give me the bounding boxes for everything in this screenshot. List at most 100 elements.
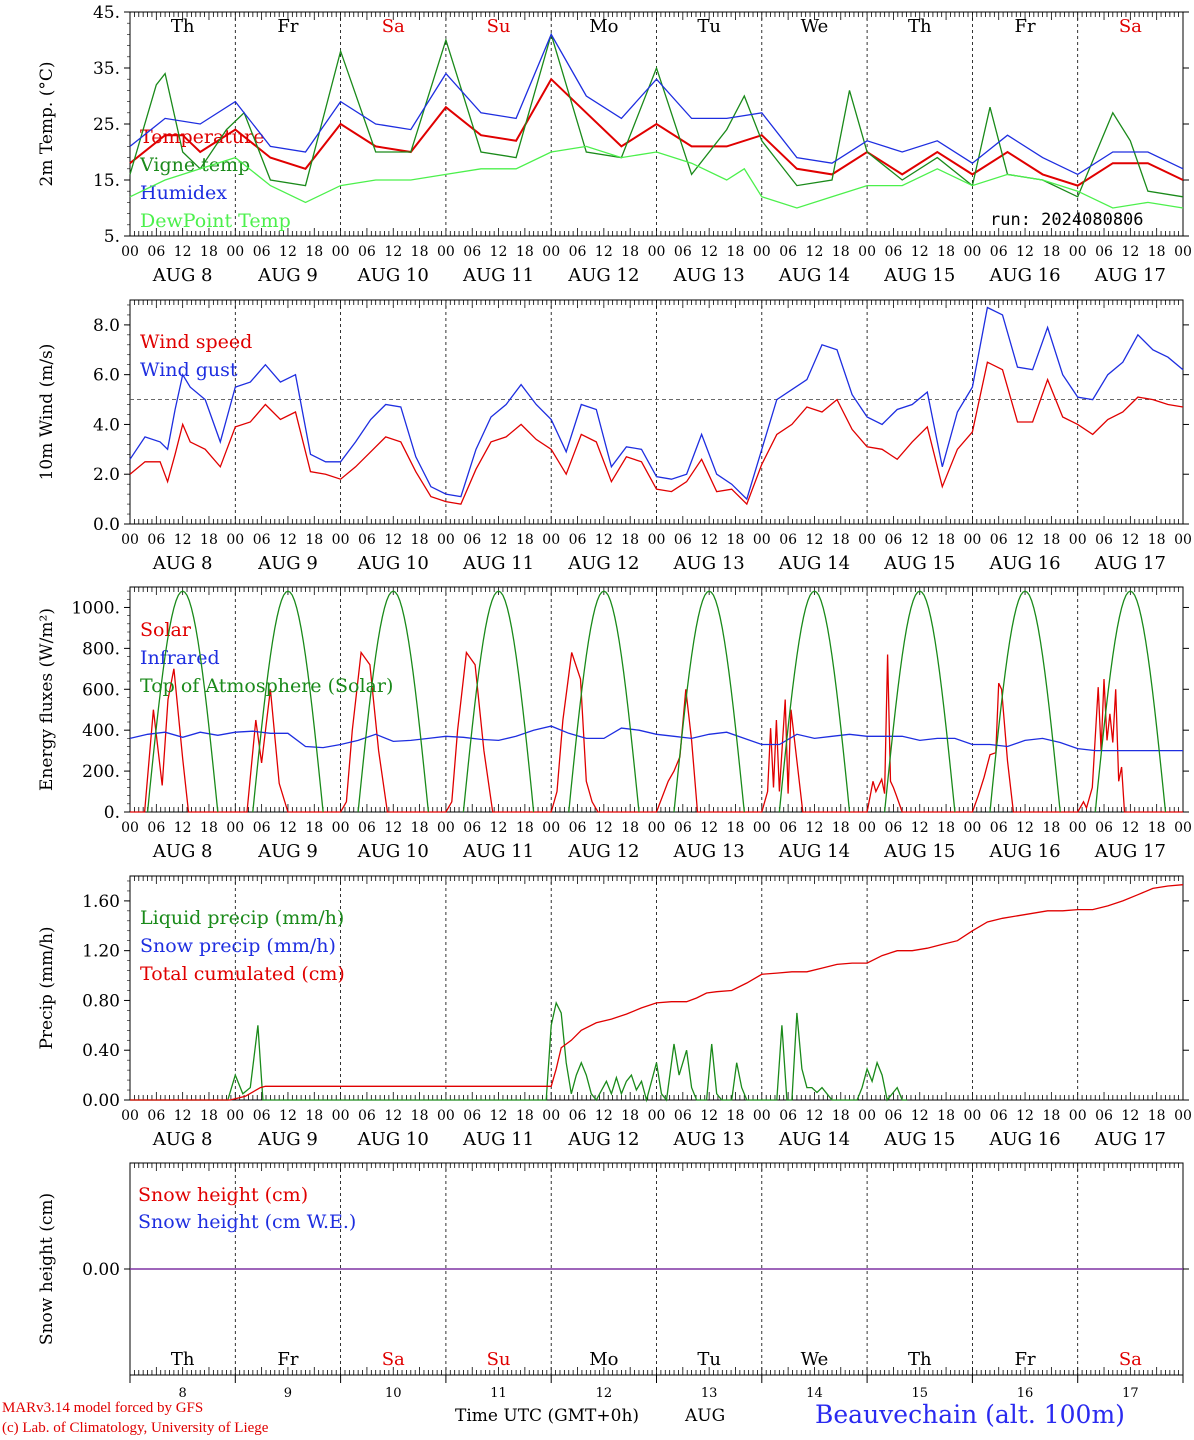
date-label: AUG 11 bbox=[462, 841, 534, 862]
hour-tick-label: 00 bbox=[226, 1108, 244, 1124]
hour-tick-label: 00 bbox=[1069, 532, 1087, 548]
energy-ylabel: Energy fluxes (W/m²) bbox=[37, 608, 57, 791]
day-number-label: 11 bbox=[490, 1386, 507, 1401]
hour-tick-label: 12 bbox=[700, 244, 718, 260]
legend-liquid-precip-mm-h-: Liquid precip (mm/h) bbox=[140, 907, 344, 929]
dow-label: Th bbox=[908, 16, 932, 37]
date-label: AUG 12 bbox=[567, 841, 639, 862]
hour-tick-label: 00 bbox=[648, 532, 666, 548]
hour-tick-label: 18 bbox=[937, 1108, 955, 1124]
day-number-label: 15 bbox=[911, 1386, 928, 1401]
hour-tick-label: 12 bbox=[1121, 820, 1139, 836]
hour-tick-label: 18 bbox=[621, 532, 639, 548]
hour-tick-label: 18 bbox=[411, 244, 429, 260]
date-label: AUG 12 bbox=[567, 1129, 639, 1150]
hour-tick-label: 06 bbox=[569, 532, 587, 548]
hour-tick-label: 00 bbox=[542, 1108, 560, 1124]
hour-tick-label: 00 bbox=[332, 820, 350, 836]
hour-tick-label: 18 bbox=[1042, 532, 1060, 548]
dow-label: Fr bbox=[277, 1349, 298, 1370]
model-credit: MARv3.14 model forced by GFS bbox=[2, 1400, 204, 1416]
hour-tick-label: 00 bbox=[1069, 1108, 1087, 1124]
dow-label: Fr bbox=[1015, 16, 1036, 37]
hour-tick-label: 18 bbox=[937, 820, 955, 836]
x-axis-label: Time UTC (GMT+0h) bbox=[455, 1406, 640, 1426]
precip-ytick-label: 0.80 bbox=[82, 991, 120, 1011]
legend-top-of-atmosphere-solar-: Top of Atmosphere (Solar) bbox=[140, 675, 393, 697]
date-label: AUG 11 bbox=[462, 553, 534, 574]
day-number-label: 13 bbox=[701, 1386, 718, 1401]
date-label: AUG 12 bbox=[567, 553, 639, 574]
legend-snow-height-cm-w-e-: Snow height (cm W.E.) bbox=[138, 1211, 356, 1233]
hour-tick-label: 18 bbox=[621, 820, 639, 836]
hour-tick-label: 12 bbox=[1016, 244, 1034, 260]
hour-tick-label: 06 bbox=[1095, 1108, 1113, 1124]
hour-tick-label: 00 bbox=[858, 1108, 876, 1124]
dow-label: Sa bbox=[1119, 16, 1142, 37]
hour-tick-label: 00 bbox=[1174, 1108, 1192, 1124]
date-label: AUG 15 bbox=[883, 1129, 955, 1150]
date-label: AUG 11 bbox=[462, 265, 534, 286]
hour-tick-label: 06 bbox=[463, 820, 481, 836]
hour-tick-label: 06 bbox=[885, 1108, 903, 1124]
hour-tick-label: 12 bbox=[174, 820, 192, 836]
hour-tick-label: 00 bbox=[648, 820, 666, 836]
series-vigne-temp bbox=[129, 32, 1184, 198]
station-title: Beauvechain (alt. 100m) bbox=[815, 1400, 1125, 1429]
date-label: AUG 17 bbox=[1094, 841, 1166, 862]
dow-label: Mo bbox=[589, 16, 618, 37]
energy-ytick-label: 800. bbox=[82, 639, 120, 659]
date-label: AUG 11 bbox=[462, 1129, 534, 1150]
wind-ytick-label: 2.0 bbox=[93, 465, 120, 485]
hour-tick-label: 06 bbox=[1095, 244, 1113, 260]
hour-tick-label: 00 bbox=[332, 244, 350, 260]
hour-tick-label: 12 bbox=[595, 1108, 613, 1124]
hour-tick-label: 12 bbox=[279, 820, 297, 836]
hour-tick-label: 12 bbox=[1121, 532, 1139, 548]
hour-tick-label: 00 bbox=[437, 820, 455, 836]
dow-label: Fr bbox=[1015, 1349, 1036, 1370]
hour-tick-label: 12 bbox=[1016, 1108, 1034, 1124]
hour-tick-label: 06 bbox=[885, 532, 903, 548]
hour-tick-label: 06 bbox=[147, 820, 165, 836]
snow-ylabel: Snow height (cm) bbox=[37, 1193, 57, 1345]
hour-tick-label: 00 bbox=[1069, 820, 1087, 836]
precip-ytick-label: 0.00 bbox=[82, 1091, 120, 1111]
hour-tick-label: 12 bbox=[384, 820, 402, 836]
date-label: AUG 8 bbox=[152, 1129, 213, 1150]
hour-tick-label: 18 bbox=[832, 244, 850, 260]
hour-tick-label: 00 bbox=[753, 1108, 771, 1124]
wind-ytick-label: 4.0 bbox=[93, 415, 120, 435]
hour-tick-label: 00 bbox=[542, 532, 560, 548]
hour-tick-label: 06 bbox=[779, 532, 797, 548]
day-number-label: 14 bbox=[806, 1386, 823, 1401]
hour-tick-label: 06 bbox=[990, 1108, 1008, 1124]
wind-ylabel: 10m Wind (m/s) bbox=[37, 344, 57, 481]
wind-frame bbox=[129, 299, 1184, 525]
hour-tick-label: 18 bbox=[305, 820, 323, 836]
dow-label: Mo bbox=[589, 1349, 618, 1370]
hour-tick-label: 06 bbox=[779, 820, 797, 836]
hour-tick-label: 18 bbox=[411, 532, 429, 548]
legend-humidex: Humidex bbox=[140, 182, 227, 204]
snow-ytick-label: 0.00 bbox=[82, 1260, 120, 1280]
series-top-of-atmosphere-solar- bbox=[146, 590, 1167, 813]
date-label: AUG 16 bbox=[988, 265, 1060, 286]
series-humidex bbox=[129, 32, 1184, 176]
date-label: AUG 8 bbox=[152, 841, 213, 862]
hour-tick-label: 12 bbox=[911, 532, 929, 548]
hour-tick-label: 12 bbox=[1016, 532, 1034, 548]
hour-tick-label: 12 bbox=[806, 532, 824, 548]
hour-tick-label: 18 bbox=[937, 532, 955, 548]
dow-label: We bbox=[801, 1349, 829, 1370]
legend-temperature: Temperature bbox=[140, 126, 264, 148]
hour-tick-label: 06 bbox=[147, 244, 165, 260]
date-label: AUG 14 bbox=[778, 841, 850, 862]
date-label: AUG 13 bbox=[673, 841, 745, 862]
series-infrared bbox=[129, 725, 1183, 752]
hour-tick-label: 18 bbox=[516, 1108, 534, 1124]
hour-tick-label: 18 bbox=[832, 1108, 850, 1124]
hour-tick-label: 00 bbox=[753, 244, 771, 260]
date-label: AUG 8 bbox=[152, 265, 213, 286]
hour-tick-label: 12 bbox=[700, 820, 718, 836]
